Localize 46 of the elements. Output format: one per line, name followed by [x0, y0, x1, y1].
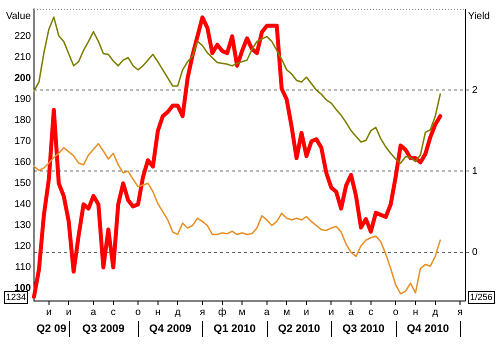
y-tick-label: 120 — [14, 241, 32, 252]
text: 1234 — [4, 291, 28, 304]
text: Q2 2010 — [278, 323, 320, 336]
x-tick-label: я — [200, 306, 206, 318]
y-tick-label: 220 — [14, 31, 32, 42]
text: Q4 2009 — [149, 323, 192, 336]
x-tick-label: и — [66, 306, 72, 318]
x-tick-label: д — [432, 306, 438, 318]
x-tick-label: м — [238, 306, 246, 318]
y2-tick-label: 2 — [472, 84, 478, 96]
x-tick-label: а — [90, 306, 97, 318]
text: Q3 2009 — [82, 323, 124, 336]
y-tick-label: 150 — [14, 178, 32, 190]
x-tick-label: и — [46, 306, 52, 318]
x-tick-label: ф — [218, 306, 226, 318]
text: Q2 09 — [36, 323, 66, 336]
x-tick-label: и — [304, 306, 310, 318]
y-tick-label: 110 — [15, 262, 32, 274]
text: 1/256 — [468, 291, 495, 304]
y2-tick-label: 1 — [472, 166, 478, 177]
y-tick-label: 140 — [14, 199, 32, 210]
x-tick-label: м — [283, 306, 290, 318]
x-tick-label: а — [348, 306, 354, 318]
x-tick-label: с — [368, 306, 374, 318]
x-tick-label: а — [264, 306, 270, 318]
y-tick-label: 210 — [14, 52, 32, 64]
x-tick-label: о — [135, 306, 142, 318]
y-tick-label: 180 — [14, 115, 32, 126]
x-tick-label: н — [155, 306, 161, 318]
y-tick-label: 130 — [14, 220, 32, 232]
text: Q3 2010 — [342, 323, 385, 336]
x-tick-label: о — [392, 306, 399, 318]
x-tick-label: н — [412, 306, 418, 318]
text: Q4 2010 — [406, 323, 449, 336]
y-axis-title: Value — [6, 10, 32, 22]
y-tick-label: 170 — [14, 136, 32, 148]
y-tick-label: 190 — [14, 94, 32, 106]
y-tick-label: 160 — [14, 157, 32, 168]
text: Q1 2010 — [214, 323, 256, 336]
x-tick-label: с — [110, 306, 116, 318]
x-tick-label: я — [457, 306, 463, 318]
y2-tick-label: 0 — [472, 247, 478, 258]
y2-axis-title: Yield — [468, 10, 490, 22]
y-tick-label: 200 — [14, 73, 32, 84]
x-tick-label: и — [328, 306, 334, 318]
x-tick-label: д — [174, 306, 181, 318]
